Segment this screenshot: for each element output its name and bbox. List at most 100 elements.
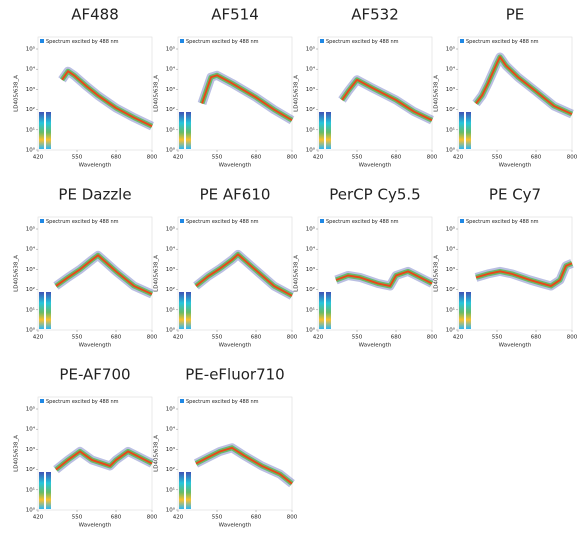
panel-title: PE Cy7 xyxy=(489,186,541,204)
panel-title: PE AF610 xyxy=(200,186,271,204)
spectrum-line xyxy=(195,446,293,485)
x-tick-label: 680 xyxy=(391,155,402,161)
x-tick-label: 420 xyxy=(313,155,324,161)
y-tick-label: 10⁴ xyxy=(26,426,36,433)
x-tick-label: 550 xyxy=(72,155,83,161)
y-tick-label: 10⁵ xyxy=(26,46,35,53)
spectrum-line xyxy=(61,70,153,128)
x-tick-label: 550 xyxy=(492,155,503,161)
x-tick-label: 420 xyxy=(33,515,44,521)
y-tick-label: 10⁵ xyxy=(306,46,315,53)
y-tick-label: 10² xyxy=(446,106,455,113)
spectrum-line xyxy=(475,262,573,287)
x-tick-label: 800 xyxy=(427,155,438,161)
panel-title: AF532 xyxy=(351,6,399,24)
x-tick-label: 680 xyxy=(251,515,262,521)
legend-label: Spectrum excited by 488 nm xyxy=(326,219,399,225)
x-axis-label: Wavelength xyxy=(499,163,532,169)
x-axis-label: Wavelength xyxy=(79,163,112,169)
x-tick-label: 550 xyxy=(212,155,223,161)
x-tick-label: 550 xyxy=(352,335,363,341)
y-tick-label: 10¹ xyxy=(166,126,175,133)
legend-label: Spectrum excited by 488 nm xyxy=(46,399,119,405)
panel-title: PE Dazzle xyxy=(58,186,131,204)
x-tick-label: 800 xyxy=(147,155,158,161)
plot-area xyxy=(37,216,153,331)
spectrum-line xyxy=(55,450,153,471)
y-tick-label: 10⁴ xyxy=(306,66,316,73)
panel-title: AF488 xyxy=(71,6,119,24)
legend-swatch xyxy=(320,219,324,223)
plot-area xyxy=(177,396,293,511)
x-tick-label: 800 xyxy=(287,515,298,521)
x-tick-label: 800 xyxy=(147,335,158,341)
x-tick-label: 420 xyxy=(173,155,184,161)
legend-label: Spectrum excited by 488 nm xyxy=(466,219,539,225)
strip xyxy=(319,292,324,329)
legend-swatch xyxy=(180,39,184,43)
y-axis-label: LD405/638_A xyxy=(154,435,160,472)
y-tick-label: 10⁰ xyxy=(446,147,456,154)
x-tick-label: 420 xyxy=(33,155,44,161)
x-axis-label: Wavelength xyxy=(79,343,112,349)
legend-swatch xyxy=(180,399,184,403)
strip xyxy=(459,112,464,149)
y-tick-label: 10⁴ xyxy=(306,246,316,253)
legend-label: Spectrum excited by 488 nm xyxy=(186,399,259,405)
y-axis-label: LD405/638_A xyxy=(434,75,440,112)
x-tick-label: 550 xyxy=(72,335,83,341)
panel-title: PerCP Cy5.5 xyxy=(329,186,420,204)
x-tick-label: 680 xyxy=(111,155,122,161)
y-tick-label: 10³ xyxy=(446,266,455,273)
y-tick-label: 10⁵ xyxy=(166,226,175,233)
strip xyxy=(319,112,324,149)
y-tick-label: 10³ xyxy=(26,86,35,93)
spectrum-line xyxy=(195,253,293,297)
y-tick-label: 10³ xyxy=(306,86,315,93)
x-tick-label: 420 xyxy=(173,335,184,341)
y-axis-label: LD405/638_A xyxy=(14,255,20,292)
x-tick-label: 550 xyxy=(72,515,83,521)
y-axis-label: LD405/638_A xyxy=(434,255,440,292)
y-axis-label: LD405/638_A xyxy=(154,255,160,292)
x-tick-label: 550 xyxy=(492,335,503,341)
strip xyxy=(179,472,184,509)
x-tick-label: 680 xyxy=(111,335,122,341)
y-tick-label: 10⁰ xyxy=(166,507,176,514)
y-tick-label: 10³ xyxy=(166,266,175,273)
y-tick-label: 10⁵ xyxy=(306,226,315,233)
y-tick-label: 10² xyxy=(26,106,35,113)
y-axis-label: LD405/638_A xyxy=(294,255,300,292)
x-axis-label: Wavelength xyxy=(359,163,392,169)
legend-label: Spectrum excited by 488 nm xyxy=(466,39,539,45)
strip xyxy=(186,472,191,509)
y-tick-label: 10² xyxy=(166,466,175,473)
y-tick-label: 10² xyxy=(306,106,315,113)
x-axis-label: Wavelength xyxy=(499,343,532,349)
y-tick-label: 10¹ xyxy=(26,126,35,133)
legend-label: Spectrum excited by 488 nm xyxy=(46,219,119,225)
x-tick-label: 800 xyxy=(287,335,298,341)
legend-label: Spectrum excited by 488 nm xyxy=(46,39,119,45)
y-tick-label: 10² xyxy=(306,286,315,293)
x-tick-label: 420 xyxy=(173,515,184,521)
x-axis-label: Wavelength xyxy=(359,343,392,349)
x-tick-label: 800 xyxy=(287,155,298,161)
x-tick-label: 550 xyxy=(212,515,223,521)
legend-label: Spectrum excited by 488 nm xyxy=(186,219,259,225)
spectrum-line xyxy=(335,270,433,287)
strip xyxy=(39,292,44,329)
x-tick-label: 420 xyxy=(313,335,324,341)
legend-swatch xyxy=(320,39,324,43)
x-tick-label: 680 xyxy=(391,335,402,341)
x-tick-label: 800 xyxy=(147,515,158,521)
legend-swatch xyxy=(460,219,464,223)
y-tick-label: 10³ xyxy=(166,446,175,453)
strip xyxy=(39,472,44,509)
x-tick-label: 800 xyxy=(567,335,578,341)
x-tick-label: 550 xyxy=(352,155,363,161)
y-tick-label: 10⁵ xyxy=(446,46,455,53)
y-tick-label: 10⁰ xyxy=(26,327,36,334)
